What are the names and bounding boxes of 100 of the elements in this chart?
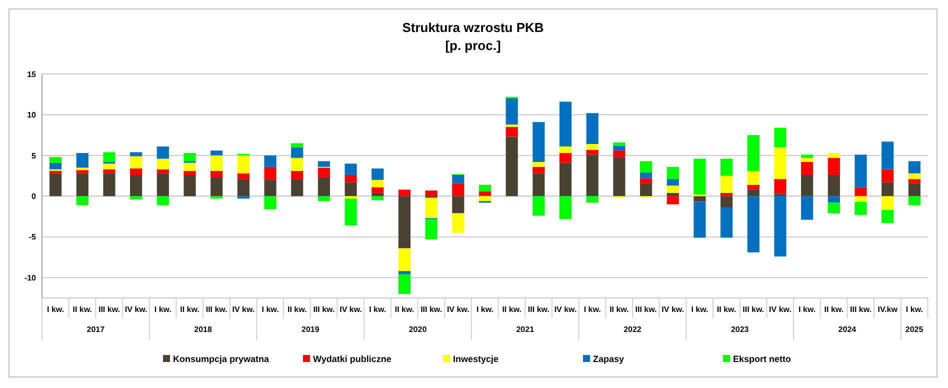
- x-tick-label: IV kw.: [662, 305, 684, 314]
- bar: [747, 135, 760, 171]
- x-tick-label: II kw.: [394, 305, 414, 314]
- bar: [50, 170, 62, 174]
- x-tick-label: I kw.: [906, 305, 923, 314]
- x-tick-label: IV kw.: [340, 305, 362, 314]
- x-tick-label: II kw.: [716, 305, 736, 314]
- bar: [184, 162, 196, 171]
- legend-label: Eksport netto: [733, 354, 792, 364]
- bar: [532, 166, 545, 174]
- bar: [398, 274, 411, 294]
- bar: [586, 196, 598, 203]
- bar: [640, 178, 652, 184]
- bar: [882, 182, 894, 196]
- y-tick-label: -5: [28, 232, 37, 242]
- bar: [210, 155, 223, 171]
- bar: [801, 175, 814, 196]
- bar: [452, 196, 464, 214]
- bar: [774, 194, 786, 196]
- bar: [264, 180, 276, 196]
- y-tick-label: 15: [27, 70, 37, 79]
- bar: [532, 162, 545, 167]
- bar: [586, 113, 598, 144]
- bar: [613, 146, 626, 151]
- x-tick-label: III kw.: [420, 305, 442, 314]
- text: 2019: [302, 325, 320, 334]
- bar: [156, 146, 169, 159]
- bar: [854, 154, 867, 188]
- bar: [210, 170, 223, 178]
- bar: [882, 196, 894, 210]
- bar: [720, 192, 733, 196]
- x-tick-label: III kw.: [528, 305, 550, 314]
- bar: [50, 162, 62, 170]
- bar: [103, 152, 116, 162]
- bar: [264, 155, 276, 167]
- bar: [559, 102, 572, 146]
- bar: [50, 157, 62, 163]
- x-tick-label: IV kw.: [446, 305, 470, 314]
- legend-label: Wydatki publiczne: [313, 354, 392, 364]
- legend-label: Inwestycje: [453, 354, 499, 364]
- y-tick-label: 5: [32, 151, 37, 160]
- x-tick-label: II kw.: [287, 305, 307, 314]
- bar: [828, 175, 840, 196]
- bar: [854, 187, 867, 196]
- x-tick-label: II kw.: [502, 305, 522, 314]
- bar: [774, 147, 786, 180]
- bar: [344, 164, 357, 176]
- text: 2018: [194, 325, 212, 334]
- bar: [666, 186, 679, 193]
- bar: [640, 161, 652, 173]
- bar: [613, 142, 626, 146]
- text: 2024: [838, 325, 857, 334]
- bar: [640, 184, 652, 196]
- bar: [694, 196, 706, 202]
- bar: [506, 98, 518, 124]
- bar: [210, 177, 223, 196]
- bar: [666, 179, 679, 186]
- bar: [318, 161, 330, 167]
- bar: [210, 150, 223, 156]
- bar: [586, 154, 598, 196]
- bar: [801, 158, 814, 162]
- bar: [103, 173, 116, 196]
- bar: [425, 190, 438, 196]
- bar: [666, 192, 679, 196]
- bar: [854, 196, 867, 202]
- x-tick-label: II kw.: [72, 305, 92, 314]
- bar: [747, 184, 760, 190]
- bar: [908, 179, 920, 184]
- bar: [640, 172, 652, 178]
- bar: [291, 143, 304, 148]
- bar: [828, 202, 840, 214]
- bar: [184, 170, 196, 176]
- bar: [344, 182, 357, 196]
- bar: [210, 196, 223, 199]
- bar: [372, 192, 384, 196]
- x-tick-label: IV kw.: [124, 305, 148, 314]
- bar: [828, 158, 840, 176]
- bar: [908, 173, 920, 180]
- bar: [882, 210, 894, 224]
- x-tick-label: II kw.: [180, 305, 200, 314]
- bar: [318, 196, 330, 202]
- bar: [318, 177, 330, 196]
- bar: [291, 179, 304, 196]
- bar: [372, 187, 384, 193]
- bar: [882, 142, 894, 170]
- bar: [478, 191, 492, 196]
- bar: [908, 161, 920, 174]
- bar: [76, 170, 88, 174]
- legend-label: Zapasy: [593, 354, 624, 364]
- bar: [76, 196, 88, 206]
- bar: [828, 153, 840, 158]
- bar: [130, 168, 142, 176]
- bar: [666, 196, 679, 204]
- bar: [559, 153, 572, 163]
- bar: [76, 168, 88, 170]
- bar: [130, 156, 142, 168]
- x-tick-label: III kw.: [850, 305, 872, 314]
- bar: [586, 144, 598, 150]
- bar: [156, 169, 169, 174]
- bar: [130, 196, 142, 200]
